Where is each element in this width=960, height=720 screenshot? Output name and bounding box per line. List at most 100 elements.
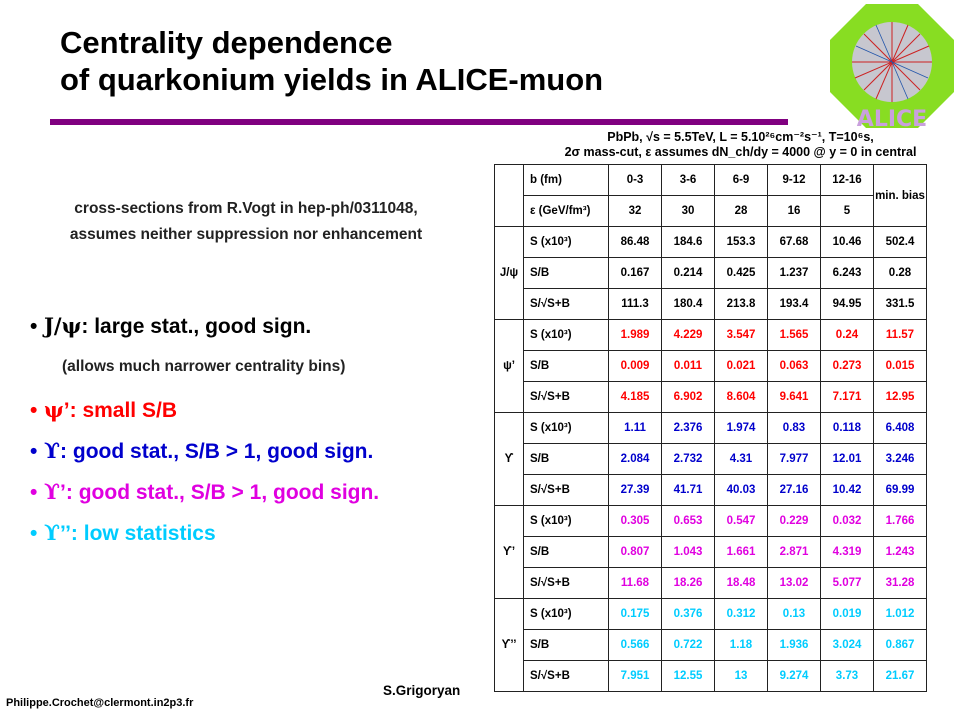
table-header-line-1: PbPb, √s = 5.5TeV, L = 5.10²⁶cm⁻²s⁻¹, T=… — [607, 130, 874, 144]
value-cell: 1.18 — [714, 629, 768, 661]
eps-value: 28 — [714, 195, 768, 227]
upsilon-symbol: ϒ — [44, 479, 61, 504]
quantity-label: S/B — [523, 350, 609, 382]
value-cell: 67.68 — [767, 226, 821, 258]
value-cell: 9.274 — [767, 660, 821, 692]
value-cell: 5.077 — [820, 567, 874, 599]
logo-text: ALICE — [857, 107, 927, 130]
value-cell: 27.39 — [608, 474, 662, 506]
table-row: S/√S+B 4.185 6.902 8.604 9.641 7.171 12.95 — [495, 381, 927, 413]
value-cell: 9.641 — [767, 381, 821, 413]
bullet-upsilon-prime: • ϒ’: good stat., S/B > 1, good sign. — [30, 479, 380, 504]
value-cell: 4.185 — [608, 381, 662, 413]
value-cell: 1.974 — [714, 412, 768, 444]
value-cell: 1.989 — [608, 319, 662, 351]
quantity-label: S/√S+B — [523, 567, 609, 599]
value-cell: 2.871 — [767, 536, 821, 568]
subtitle-line-2: assumes neither suppression nor enhancem… — [69, 226, 423, 243]
bullet-note: (allows much narrower centrality bins) — [62, 358, 346, 375]
yields-table-panel: PbPb, √s = 5.5TeV, L = 5.10²⁶cm⁻²s⁻¹, T=… — [494, 130, 949, 692]
value-cell: 1.936 — [767, 629, 821, 661]
value-cell: 0.229 — [767, 505, 821, 537]
value-cell: 31.28 — [873, 567, 927, 599]
value-cell: 18.26 — [661, 567, 715, 599]
quantity-label: S/√S+B — [523, 660, 609, 692]
value-cell: 0.019 — [820, 598, 874, 630]
value-cell: 0.547 — [714, 505, 768, 537]
value-cell: 1.237 — [767, 257, 821, 289]
table-row: S/√S+B 27.39 41.71 40.03 27.16 10.42 69.99 — [495, 474, 927, 506]
particle-label: ϒ’’ — [494, 598, 524, 692]
bullet-upsilon-double-prime: • ϒ’’: low statistics — [30, 520, 216, 545]
value-cell: 21.67 — [873, 660, 927, 692]
jpsi-symbol: J/ψ — [44, 313, 82, 338]
quantity-label: S/√S+B — [523, 381, 609, 413]
title-underline — [50, 119, 788, 125]
psi-symbol: ψ — [44, 397, 64, 422]
quantity-label: S (x10³) — [523, 505, 609, 537]
cross-section-note: cross-sections from R.Vogt in hep-ph/031… — [10, 196, 482, 248]
value-cell: 27.16 — [767, 474, 821, 506]
value-cell: 1.565 — [767, 319, 821, 351]
value-cell: 1.661 — [714, 536, 768, 568]
quantity-label: S/B — [523, 629, 609, 661]
eps-value: 30 — [661, 195, 715, 227]
title-line-1: Centrality dependence — [60, 25, 393, 60]
value-cell: 0.021 — [714, 350, 768, 382]
table-row: S/B 0.566 0.722 1.18 1.936 3.024 0.867 — [495, 629, 927, 661]
quantity-label: S (x10³) — [523, 319, 609, 351]
value-cell: 11.57 — [873, 319, 927, 351]
value-cell: 0.653 — [661, 505, 715, 537]
value-cell: 7.171 — [820, 381, 874, 413]
value-cell: 6.902 — [661, 381, 715, 413]
value-cell: 6.408 — [873, 412, 927, 444]
value-cell: 0.015 — [873, 350, 927, 382]
table-row-eps: ε (GeV/fm³) 32 30 28 16 5 — [495, 195, 927, 227]
value-cell: 0.376 — [661, 598, 715, 630]
value-cell: 502.4 — [873, 226, 927, 258]
value-cell: 2.376 — [661, 412, 715, 444]
table-row: S/√S+B 11.68 18.26 18.48 13.02 5.077 31.28 — [495, 567, 927, 599]
value-cell: 0.009 — [608, 350, 662, 382]
slide-title: Centrality dependence of quarkonium yiel… — [60, 24, 603, 98]
value-cell: 12.55 — [661, 660, 715, 692]
bullet-upsilon: • ϒ: good stat., S/B > 1, good sign. — [30, 438, 374, 463]
value-cell: 3.73 — [820, 660, 874, 692]
quantity-label: S/B — [523, 443, 609, 475]
email: Philippe.Crochet@clermont.in2p3.fr — [6, 697, 194, 709]
minbias-header: min. bias — [873, 164, 927, 227]
b-label: b (fm) — [523, 164, 609, 196]
value-cell: 13.02 — [767, 567, 821, 599]
value-cell: 86.48 — [608, 226, 662, 258]
table-row: J/ψ S (x10³) 86.48 184.6 153.3 67.68 10.46 502.… — [494, 226, 927, 320]
bullet-jpsi: • J/ψ: large stat., good sign. — [30, 313, 312, 338]
table-row: ϒ’’ S (x10³) 0.175 0.376 0.312 0.13 0.019 1.012 — [494, 598, 927, 692]
value-cell: 0.425 — [714, 257, 768, 289]
value-cell: 1.243 — [873, 536, 927, 568]
table-row: S/√S+B 7.951 12.55 13 9.274 3.73 21.67 — [495, 660, 927, 692]
value-cell: 6.243 — [820, 257, 874, 289]
value-cell: 0.305 — [608, 505, 662, 537]
table-row: ϒ’ S (x10³) 0.305 0.653 0.547 0.229 0.032 1.766 — [494, 505, 927, 599]
value-cell: 2.084 — [608, 443, 662, 475]
value-cell: 111.3 — [608, 288, 662, 320]
table-row: ψ’ S (x10³) 1.989 4.229 3.547 1.565 0.24 11.57 — [494, 319, 927, 413]
value-cell: 4.31 — [714, 443, 768, 475]
table-row: S/B 0.167 0.214 0.425 1.237 6.243 0.28 — [495, 257, 927, 289]
title-line-2: of quarkonium yields in ALICE-muon — [60, 62, 604, 97]
eps-label: ε (GeV/fm³) — [523, 195, 609, 227]
value-cell: 0.063 — [767, 350, 821, 382]
table-row-b: b (fm) 0-3 3-6 6-9 9-12 12-16 min. bias — [494, 164, 927, 227]
table-row: S/B 2.084 2.732 4.31 7.977 12.01 3.246 — [495, 443, 927, 475]
value-cell: 0.167 — [608, 257, 662, 289]
value-cell: 0.722 — [661, 629, 715, 661]
value-cell: 12.95 — [873, 381, 927, 413]
value-cell: 0.807 — [608, 536, 662, 568]
value-cell: 10.42 — [820, 474, 874, 506]
value-cell: 1.043 — [661, 536, 715, 568]
value-cell: 184.6 — [661, 226, 715, 258]
particle-label: ψ’ — [494, 319, 524, 413]
value-cell: 0.214 — [661, 257, 715, 289]
value-cell: 0.175 — [608, 598, 662, 630]
